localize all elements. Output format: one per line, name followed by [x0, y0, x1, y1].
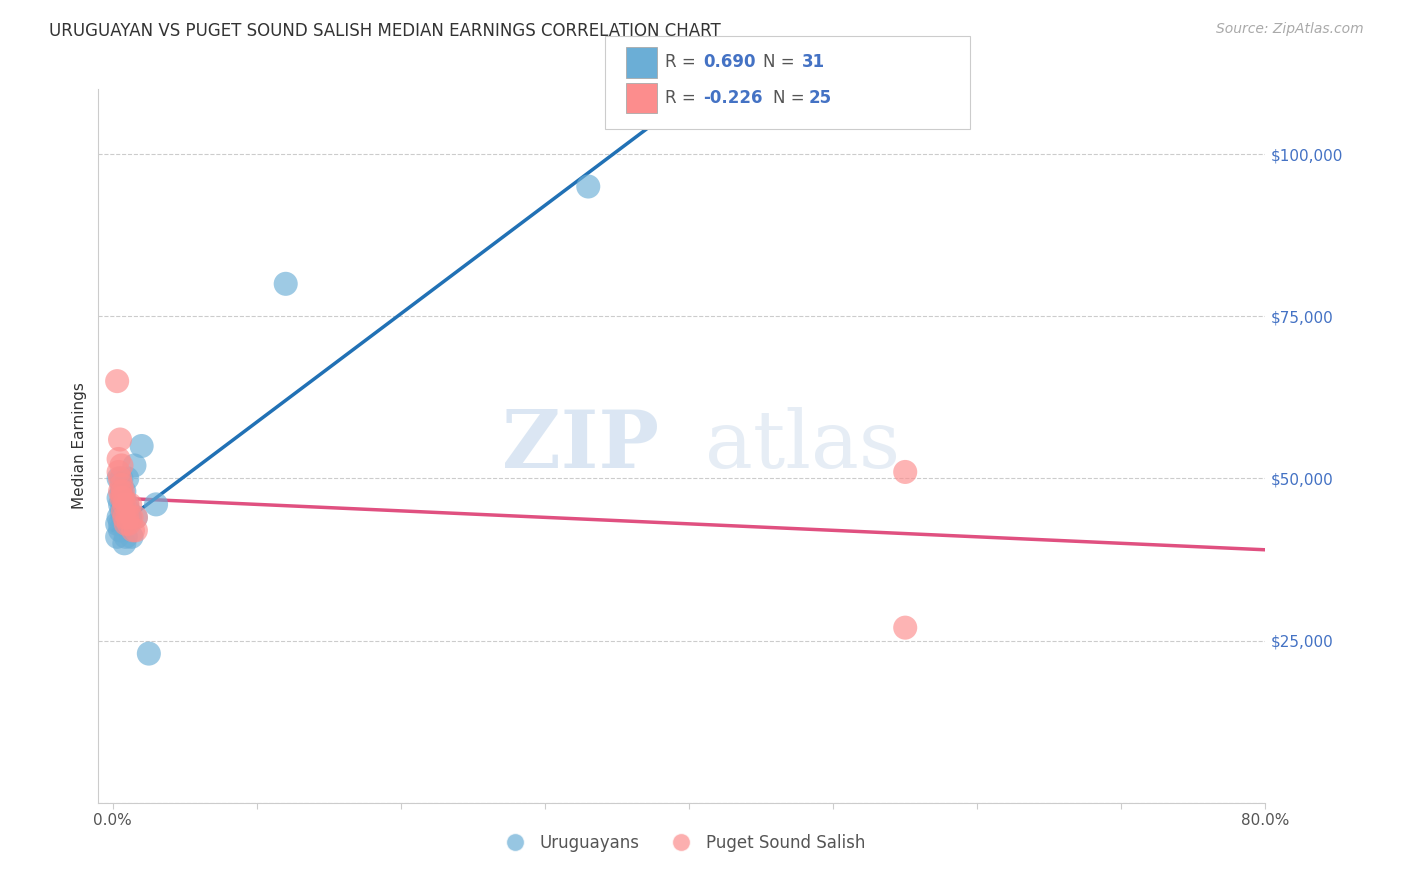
Point [125, 510, 148, 524]
Point [120, 497, 142, 511]
Point [115, 497, 138, 511]
Text: N =: N = [773, 89, 810, 107]
Point [111, 504, 134, 518]
Point [105, 374, 128, 388]
Point [110, 504, 132, 518]
Text: atlas: atlas [706, 407, 900, 485]
Point [108, 471, 131, 485]
Point [114, 510, 136, 524]
Point [274, 277, 297, 291]
Text: R =: R = [665, 89, 702, 107]
Point [124, 458, 146, 473]
Point [111, 510, 134, 524]
Point [120, 510, 142, 524]
Text: N =: N = [763, 54, 800, 71]
Point [105, 530, 128, 544]
Text: URUGUAYAN VS PUGET SOUND SALISH MEDIAN EARNINGS CORRELATION CHART: URUGUAYAN VS PUGET SOUND SALISH MEDIAN E… [49, 22, 721, 40]
Point [111, 497, 134, 511]
Point [122, 524, 145, 538]
Point [111, 491, 134, 505]
Y-axis label: Median Earnings: Median Earnings [72, 383, 87, 509]
Point [110, 458, 132, 473]
Text: 25: 25 [808, 89, 831, 107]
Text: R =: R = [665, 54, 702, 71]
Point [111, 491, 134, 505]
Point [107, 471, 129, 485]
Text: -0.226: -0.226 [703, 89, 762, 107]
Point [118, 516, 141, 531]
Point [115, 497, 138, 511]
Point [125, 510, 148, 524]
Text: ZIP: ZIP [502, 407, 658, 485]
Point [112, 484, 135, 499]
Point [112, 510, 135, 524]
Point [108, 433, 131, 447]
Point [115, 510, 138, 524]
Point [125, 524, 148, 538]
Point [108, 484, 131, 499]
Point [107, 452, 129, 467]
Point [121, 510, 143, 524]
Point [112, 516, 135, 531]
Text: Source: ZipAtlas.com: Source: ZipAtlas.com [1216, 22, 1364, 37]
Point [576, 179, 599, 194]
Point [131, 439, 153, 453]
Point [121, 530, 143, 544]
Point [112, 536, 135, 550]
Point [894, 465, 917, 479]
Point [112, 497, 135, 511]
Point [118, 504, 141, 518]
Point [107, 465, 129, 479]
Point [110, 484, 132, 499]
Text: 0.690: 0.690 [703, 54, 755, 71]
Point [108, 524, 131, 538]
Point [894, 621, 917, 635]
Text: 31: 31 [801, 54, 824, 71]
Point [145, 497, 167, 511]
Point [110, 471, 132, 485]
Point [110, 478, 132, 492]
Point [107, 510, 129, 524]
Point [115, 471, 138, 485]
Point [114, 516, 136, 531]
Point [107, 491, 129, 505]
Point [110, 491, 132, 505]
Point [105, 516, 128, 531]
Point [138, 647, 160, 661]
Legend: Uruguayans, Puget Sound Salish: Uruguayans, Puget Sound Salish [491, 828, 873, 859]
Point [114, 530, 136, 544]
Point [111, 484, 134, 499]
Point [108, 516, 131, 531]
Point [108, 497, 131, 511]
